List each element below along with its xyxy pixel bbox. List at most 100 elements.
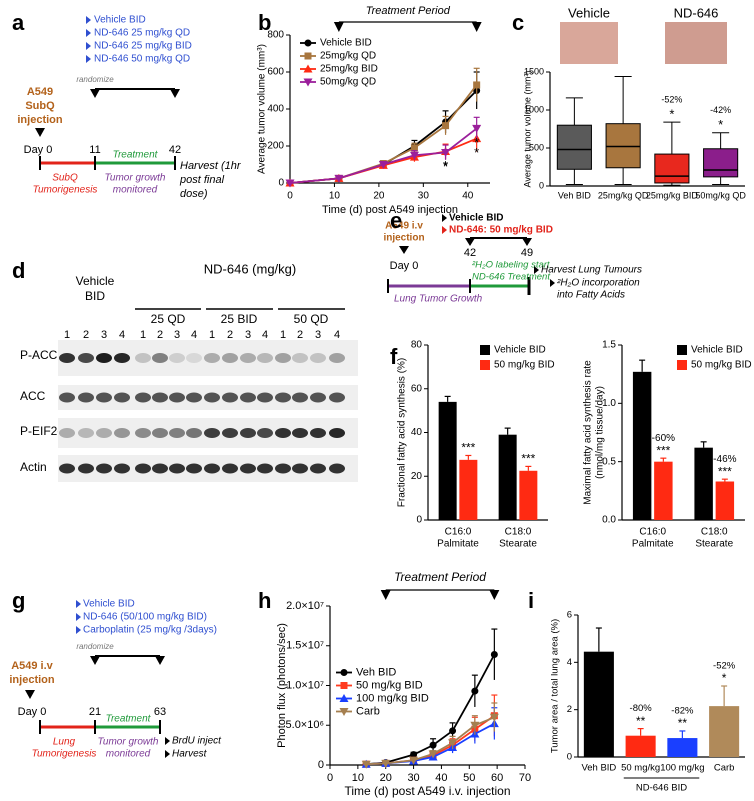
- x-axis-label: Time (d) post A549 injection: [322, 204, 458, 216]
- x-tick-label: 70: [519, 772, 531, 784]
- band: [135, 392, 151, 403]
- significance: *: [443, 158, 448, 173]
- phase-label: Treatment: [106, 714, 152, 725]
- annotation: -52%: [661, 95, 682, 105]
- bar: [667, 738, 698, 757]
- band: [186, 428, 202, 438]
- day-label: 63: [154, 706, 166, 718]
- group-label: BID: [85, 289, 105, 303]
- bullet: [442, 226, 447, 234]
- band: [204, 428, 220, 438]
- box: [703, 148, 739, 178]
- marker: [429, 741, 437, 749]
- y-tick-label: 6: [567, 610, 572, 621]
- band: [78, 428, 94, 438]
- endpoint-label: dose): [180, 188, 208, 200]
- x-tick-label: Veh BID: [581, 763, 616, 774]
- lane-number: 1: [64, 329, 70, 341]
- annotation: -82%: [671, 705, 694, 716]
- group-label: Vehicle: [76, 274, 115, 288]
- phase-label: Lung: [53, 737, 76, 748]
- band: [310, 428, 326, 438]
- y-tick-label: 500: [529, 142, 544, 152]
- bar: [709, 706, 740, 757]
- bar: [632, 371, 652, 520]
- y-axis-label: Tumor area / total lung area (%): [550, 619, 561, 753]
- x-tick-label: C16:0: [639, 527, 666, 538]
- injection-label: A549 i.v: [11, 660, 53, 672]
- marker: [409, 151, 419, 160]
- y-tick-label: 0: [416, 515, 422, 526]
- phase-label: Treatment: [113, 150, 159, 161]
- lane-number: 2: [83, 329, 89, 341]
- arm-label: ND-646 50 mg/kg QD: [94, 54, 190, 65]
- photo-label: ND-646: [674, 5, 719, 20]
- y-tick-label: 0: [539, 180, 544, 190]
- band: [222, 428, 238, 438]
- photo: [560, 22, 618, 64]
- band: [329, 353, 345, 363]
- band: [152, 463, 168, 474]
- band: [114, 463, 130, 474]
- phase-label: Lung Tumor Growth: [394, 294, 483, 305]
- y-tick-label: 0.0: [602, 515, 616, 526]
- band: [329, 463, 345, 474]
- x-tick-label: 10: [352, 772, 364, 784]
- timeline-e: A549 i.v injection Day 0 Vehicle BID ND-…: [383, 213, 642, 305]
- band: [78, 392, 94, 403]
- band: [310, 392, 326, 403]
- x-tick-label: 25mg/kg BID: [646, 190, 699, 200]
- legend-swatch: [677, 360, 687, 370]
- significance: *: [474, 145, 479, 160]
- x-tick-label: 25mg/kg QD: [598, 190, 649, 200]
- x-tick-label: 30: [407, 772, 419, 784]
- y-tick-label: 800: [267, 30, 284, 41]
- x-tick-label: 0: [327, 772, 333, 784]
- legend-swatch: [677, 345, 687, 355]
- significance: ***: [461, 441, 475, 455]
- marker: [361, 760, 371, 769]
- marker: [442, 122, 450, 130]
- band: [292, 428, 308, 438]
- endpoint-label: BrdU inject: [172, 736, 222, 747]
- band: [152, 428, 168, 438]
- band: [152, 392, 168, 403]
- phase-label: Tumor growth: [105, 173, 166, 184]
- arms: Vehicle BID ND-646 (50/100 mg/kg BID) Ca…: [76, 599, 217, 636]
- group-label: 25 BID: [221, 312, 258, 326]
- timeline-ticks: [39, 720, 161, 734]
- legend-label: Vehicle BID: [320, 38, 372, 49]
- arm-label: ND-646 (50/100 mg/kg BID): [83, 612, 207, 623]
- significance: *: [669, 107, 674, 122]
- injection-label: A549 i.v: [385, 221, 423, 232]
- phase-label: ND-646 Treatment: [472, 272, 550, 283]
- photo-label: Vehicle: [568, 5, 610, 20]
- bracket-arrows: [465, 238, 532, 246]
- bullet: [165, 737, 170, 758]
- legend-swatch: [480, 360, 490, 370]
- band: [96, 392, 112, 403]
- band: [275, 353, 291, 363]
- group-label: ND-646 BID: [636, 783, 687, 794]
- significance: **: [636, 714, 646, 728]
- band: [78, 463, 94, 474]
- band: [275, 428, 291, 438]
- y-axis-label: Photon flux (photons/sec): [276, 623, 288, 748]
- band: [59, 428, 75, 438]
- x-tick-label: C18:0: [505, 527, 532, 538]
- band: [96, 428, 112, 438]
- period-arrow: [471, 22, 482, 32]
- period-arrow: [489, 590, 500, 600]
- lane-number: 2: [297, 329, 303, 341]
- x-axis-label: Time (d) post A549 i.v. injection: [344, 784, 510, 798]
- day-label: 49: [521, 247, 533, 259]
- marker: [303, 78, 313, 87]
- endpoint-label: Harvest Lung Tumours: [541, 265, 642, 276]
- x-tick-label: Palmitate: [437, 539, 479, 550]
- marker: [489, 713, 499, 722]
- y-tick-label: 4: [567, 657, 572, 668]
- panel-letter: c: [512, 10, 524, 35]
- bullet: [86, 42, 91, 50]
- band: [222, 463, 238, 474]
